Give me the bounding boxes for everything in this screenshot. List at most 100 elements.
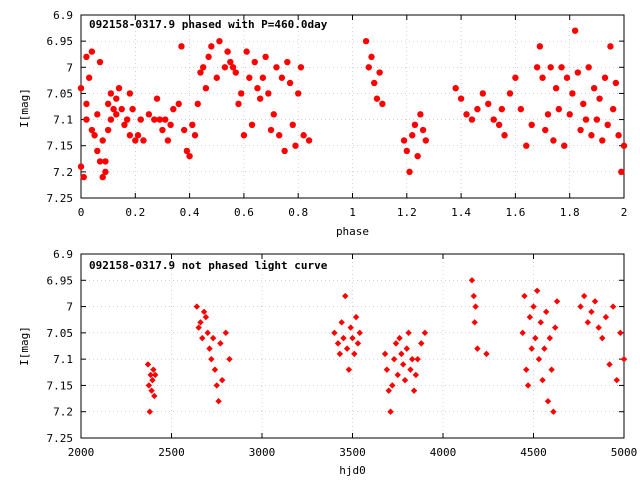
data-point: [371, 79, 378, 87]
x-tick-label: 3000: [249, 446, 276, 459]
data-point: [115, 85, 123, 92]
data-point: [246, 74, 253, 81]
data-point: [300, 132, 307, 139]
data-point: [604, 121, 611, 128]
data-point: [259, 74, 267, 81]
data-point: [343, 345, 351, 352]
data-point: [577, 126, 584, 134]
data-point: [599, 334, 606, 342]
data-point: [533, 64, 541, 71]
data-point: [419, 126, 427, 134]
data-point: [457, 95, 465, 102]
data-point: [334, 340, 342, 347]
data-point: [193, 303, 201, 310]
data-point: [145, 111, 153, 118]
data-point: [186, 152, 193, 160]
data-point: [289, 121, 296, 128]
data-point: [151, 116, 158, 123]
data-point: [295, 90, 302, 97]
data-point: [132, 137, 139, 144]
data-point: [118, 105, 125, 113]
data-point: [345, 366, 353, 373]
x-tick-label: 1.8: [560, 206, 580, 219]
data-point: [403, 345, 410, 352]
data-point: [153, 95, 161, 102]
y-tick-label: 7: [66, 301, 73, 314]
data-point: [548, 366, 555, 373]
y-tick-label: 6.95: [47, 35, 74, 48]
data-point: [468, 277, 476, 284]
x-tick-label: 1: [349, 206, 356, 219]
data-point: [403, 147, 410, 155]
data-point: [412, 371, 420, 379]
data-point: [251, 58, 258, 66]
data-point: [99, 137, 106, 144]
data-point: [580, 292, 588, 300]
chart-title: 092158-0317.9 not phased light curve: [89, 259, 328, 272]
data-point: [91, 132, 98, 139]
data-point: [229, 64, 237, 71]
data-point: [243, 48, 250, 55]
data-point: [385, 387, 392, 394]
data-point: [197, 319, 204, 326]
data-point: [159, 126, 166, 134]
data-point: [208, 355, 215, 363]
data-point: [149, 376, 156, 384]
data-point: [336, 350, 344, 358]
data-point: [602, 313, 610, 321]
x-axis-label: hjd0: [339, 464, 366, 477]
data-point: [532, 334, 539, 342]
data-point: [200, 308, 208, 316]
data-point: [275, 132, 283, 139]
data-point: [270, 111, 277, 118]
data-point: [558, 64, 565, 71]
data-point: [479, 90, 487, 97]
data-point: [381, 350, 389, 358]
x-tick-label: 0.4: [180, 206, 200, 219]
x-tick-label: 2000: [68, 446, 95, 459]
data-point: [365, 64, 372, 71]
y-tick-label: 7.1: [53, 353, 73, 366]
data-point: [539, 376, 546, 384]
data-point: [387, 408, 394, 415]
data-point: [144, 361, 152, 368]
data-point: [585, 64, 592, 71]
plot-frame: [80, 14, 625, 199]
data-point: [463, 111, 470, 118]
data-point: [83, 100, 90, 108]
data-point: [400, 137, 408, 144]
data-point: [83, 116, 90, 123]
data-point: [85, 74, 93, 81]
data-point: [550, 137, 557, 144]
data-point: [470, 292, 477, 300]
data-point: [414, 152, 421, 160]
data-point: [256, 95, 264, 102]
data-point: [546, 334, 553, 342]
data-point: [609, 105, 617, 113]
data-point: [617, 329, 624, 337]
data-point: [362, 37, 370, 45]
data-point: [468, 116, 476, 123]
data-point: [542, 126, 549, 134]
data-point: [222, 329, 229, 337]
data-point: [194, 100, 201, 108]
data-point: [197, 69, 204, 76]
plot-frame: [80, 253, 625, 439]
y-tick-label: 7.2: [53, 166, 73, 179]
data-point: [96, 158, 104, 165]
data-point: [368, 53, 375, 61]
y-tick-label: 7.2: [53, 406, 73, 419]
data-point: [121, 121, 128, 128]
data-point: [566, 111, 573, 118]
data-point: [305, 137, 313, 144]
data-point: [474, 345, 481, 352]
data-point: [102, 158, 109, 165]
data-point: [530, 303, 537, 310]
data-point: [77, 163, 85, 170]
data-point: [351, 350, 358, 358]
data-point: [107, 90, 115, 97]
data-point: [213, 74, 220, 81]
data-point: [523, 142, 530, 149]
data-point: [533, 287, 541, 294]
